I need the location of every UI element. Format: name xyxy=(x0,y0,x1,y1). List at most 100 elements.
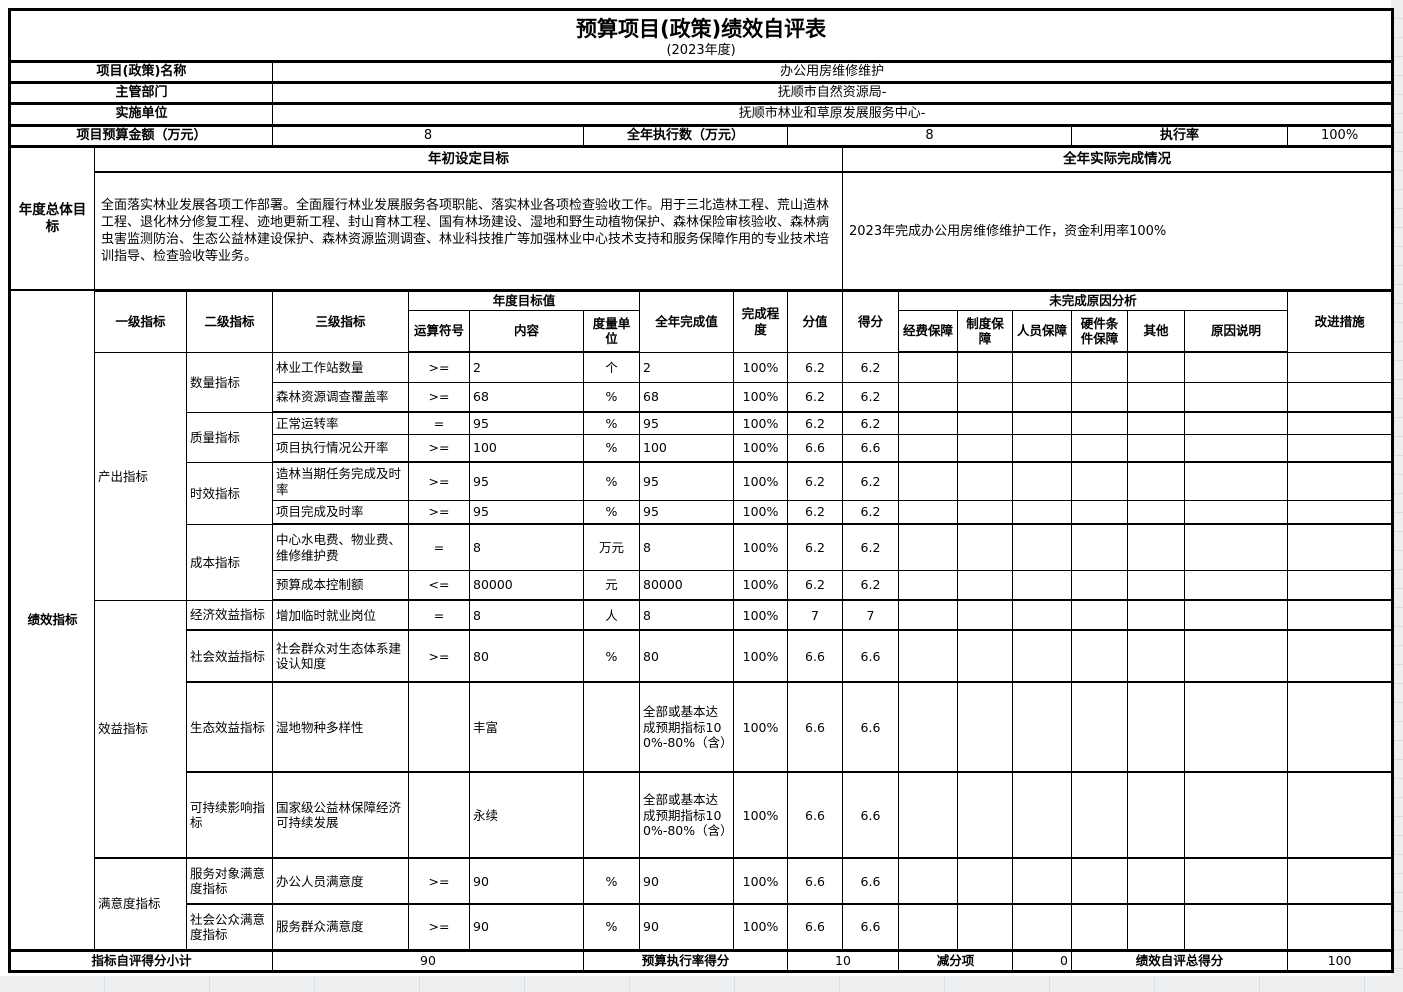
empty-improve-cell xyxy=(1286,857,1394,906)
empty-system-cell xyxy=(957,599,1013,632)
score-max-cell: 6.6 xyxy=(787,903,843,951)
empty-system-cell xyxy=(957,523,1013,571)
level3-indicator: 湿地物种多样性 xyxy=(272,681,409,774)
completion-cell: 100% xyxy=(733,461,788,501)
header-operator: 运算符号 xyxy=(408,309,470,354)
operator-cell: >= xyxy=(408,351,470,383)
operator-cell: = xyxy=(408,599,470,632)
empty-system-cell xyxy=(957,903,1013,951)
subtotal-value: 90 xyxy=(272,948,584,972)
empty-system-cell xyxy=(957,681,1013,774)
empty-fund-cell xyxy=(898,629,958,684)
score-max-cell: 6.6 xyxy=(787,433,843,464)
rate-value: 100% xyxy=(1286,124,1394,148)
title-block: 预算项目(政策)绩效自评表 (2023年度) xyxy=(8,9,1394,63)
empty-personnel-cell xyxy=(1012,499,1072,526)
empty-improve-cell xyxy=(1286,351,1394,383)
score-max-cell: 7 xyxy=(787,599,843,632)
empty-fund-cell xyxy=(898,499,958,526)
empty-other-cell xyxy=(1127,411,1185,435)
header-level2: 二级指标 xyxy=(186,289,273,353)
empty-system-cell xyxy=(957,569,1013,602)
score-max-cell: 6.2 xyxy=(787,381,843,414)
empty-hardware-cell xyxy=(1071,351,1128,383)
target-content-cell: 95 xyxy=(469,499,584,526)
level3-indicator: 林业工作站数量 xyxy=(272,351,409,383)
empty-reason-cell xyxy=(1184,461,1288,501)
empty-improve-cell xyxy=(1286,499,1394,526)
empty-reason-cell xyxy=(1184,351,1288,383)
completion-cell: 100% xyxy=(733,569,788,602)
empty-hardware-cell xyxy=(1071,499,1128,526)
self-evaluation-table: 预算项目(政策)绩效自评表 (2023年度) 项目(政策)名称 办公用房维修维护… xyxy=(8,8,1395,973)
budget-label: 项目预算金额（万元） xyxy=(9,124,273,148)
empty-improve-cell xyxy=(1286,461,1394,501)
completion-cell: 100% xyxy=(733,499,788,526)
header-personnel: 人员保障 xyxy=(1012,309,1072,354)
project-name-value: 办公用房维修维护 xyxy=(271,60,1394,85)
header-score: 得分 xyxy=(842,289,899,353)
operator-cell xyxy=(408,681,470,774)
level1-indicator: 效益指标 xyxy=(94,599,187,860)
score-max-cell: 6.6 xyxy=(787,857,843,906)
empty-other-cell xyxy=(1127,903,1185,951)
completion-cell: 100% xyxy=(733,629,788,684)
level3-indicator: 正常运转率 xyxy=(272,411,409,435)
empty-system-cell xyxy=(957,381,1013,414)
operator-cell xyxy=(408,771,470,860)
empty-improve-cell xyxy=(1286,433,1394,464)
header-completion: 完成程度 xyxy=(733,289,788,353)
empty-fund-cell xyxy=(898,771,958,860)
annual-value-cell: 95 xyxy=(639,499,734,526)
empty-improve-cell xyxy=(1286,903,1394,951)
level3-indicator: 国家级公益林保障经济可持续发展 xyxy=(272,771,409,860)
unit-cell: % xyxy=(583,381,640,414)
empty-personnel-cell xyxy=(1012,681,1072,774)
empty-fund-cell xyxy=(898,523,958,571)
level3-indicator: 项目完成及时率 xyxy=(272,499,409,526)
empty-reason-cell xyxy=(1184,771,1288,860)
empty-personnel-cell xyxy=(1012,351,1072,383)
annual-value-cell: 95 xyxy=(639,411,734,435)
target-content-cell: 8 xyxy=(469,599,584,632)
planned-goal-text: 全面落实林业发展各项工作部署。全面履行林业发展服务各项职能、落实林业各项检查验收… xyxy=(94,171,843,292)
empty-personnel-cell xyxy=(1012,857,1072,906)
unit-cell: % xyxy=(583,433,640,464)
empty-reason-cell xyxy=(1184,523,1288,571)
empty-other-cell xyxy=(1127,499,1185,526)
deduct-label: 减分项 xyxy=(898,948,1013,972)
level2-indicator: 时效指标 xyxy=(186,461,273,525)
empty-system-cell xyxy=(957,461,1013,501)
empty-personnel-cell xyxy=(1012,903,1072,951)
unit-cell: 万元 xyxy=(583,523,640,571)
level2-indicator: 经济效益指标 xyxy=(186,599,273,632)
empty-improve-cell xyxy=(1286,523,1394,571)
target-content-cell: 90 xyxy=(469,903,584,951)
empty-fund-cell xyxy=(898,351,958,383)
empty-fund-cell xyxy=(898,433,958,464)
score-cell: 6.6 xyxy=(842,433,899,464)
empty-improve-cell xyxy=(1286,681,1394,774)
score-max-cell: 6.6 xyxy=(787,681,843,774)
empty-other-cell xyxy=(1127,681,1185,774)
empty-personnel-cell xyxy=(1012,433,1072,464)
empty-other-cell xyxy=(1127,433,1185,464)
empty-system-cell xyxy=(957,433,1013,464)
target-content-cell: 68 xyxy=(469,381,584,414)
annual-value-cell: 8 xyxy=(639,523,734,571)
empty-hardware-cell xyxy=(1071,569,1128,602)
header-reason: 原因说明 xyxy=(1184,309,1288,354)
exec-label: 全年执行数（万元） xyxy=(583,124,788,148)
empty-fund-cell xyxy=(898,857,958,906)
level2-indicator: 社会公众满意度指标 xyxy=(186,903,273,951)
empty-fund-cell xyxy=(898,681,958,774)
annual-value-cell: 8 xyxy=(639,599,734,632)
level3-indicator: 中心水电费、物业费、维修维护费 xyxy=(272,523,409,571)
empty-reason-cell xyxy=(1184,569,1288,602)
level3-indicator: 增加临时就业岗位 xyxy=(272,599,409,632)
empty-reason-cell xyxy=(1184,903,1288,951)
empty-fund-cell xyxy=(898,411,958,435)
unit-cell: 个 xyxy=(583,351,640,383)
completion-cell: 100% xyxy=(733,381,788,414)
completion-cell: 100% xyxy=(733,523,788,571)
